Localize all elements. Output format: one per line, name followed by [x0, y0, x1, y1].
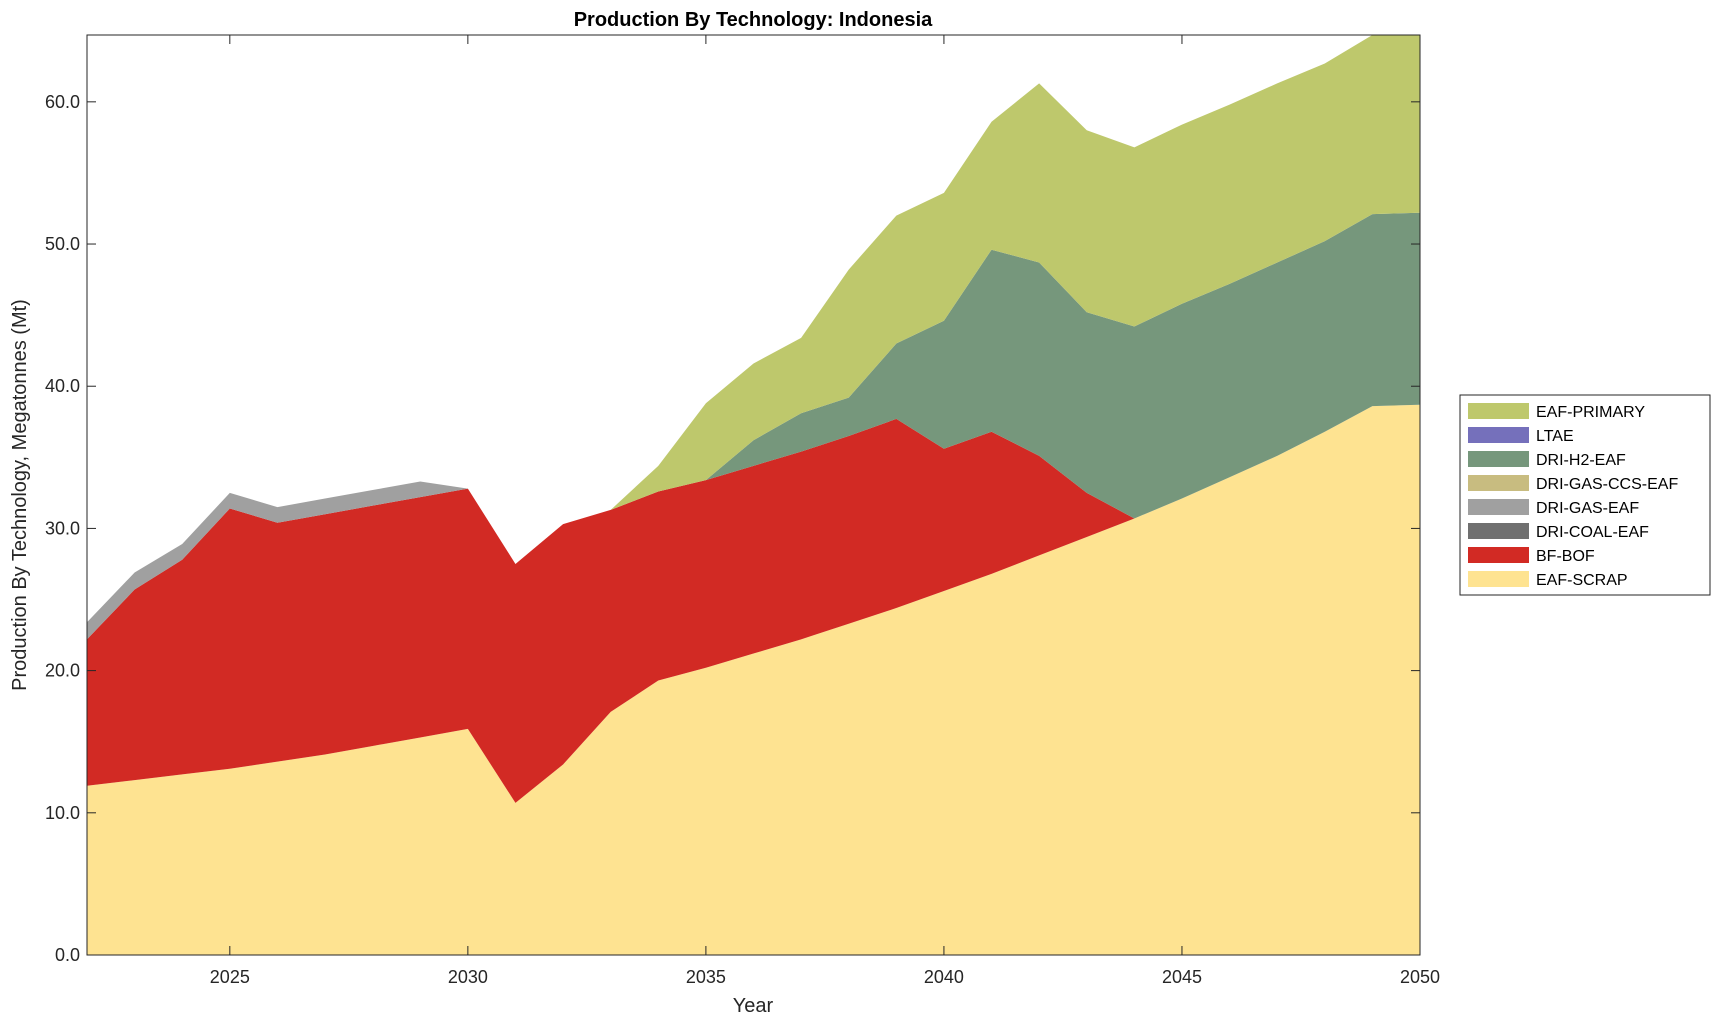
legend-swatch-dri-gas-ccs-eaf [1468, 475, 1529, 491]
legend-swatch-dri-gas-eaf [1468, 499, 1529, 515]
legend-swatch-dri-coal-eaf [1468, 523, 1529, 539]
legend-label-dri-coal-eaf: DRI-COAL-EAF [1536, 524, 1649, 541]
x-tick-label: 2030 [448, 967, 488, 987]
y-axis: 0.0 10.0 20.0 30.0 40.0 50.0 60.0 [45, 92, 1420, 965]
y-tick-label: 0.0 [55, 945, 80, 965]
legend-swatch-ltae [1468, 427, 1529, 443]
legend-label-ltae: LTAE [1536, 428, 1574, 445]
area-layers [87, 35, 1420, 956]
legend-label-eaf-scrap: EAF-SCRAP [1536, 572, 1628, 589]
y-tick-label: 60.0 [45, 92, 80, 112]
y-axis-label: Production By Technology, Megatonnes (Mt… [9, 299, 31, 691]
y-tick-label: 20.0 [45, 661, 80, 681]
y-tick-label: 40.0 [45, 376, 80, 396]
legend-label-bf-bof: BF-BOF [1536, 548, 1595, 565]
x-axis: 2025 2030 2035 2040 2045 2050 [210, 35, 1440, 987]
legend-swatch-dri-h2-eaf [1468, 451, 1529, 467]
legend-swatch-eaf-scrap [1468, 571, 1529, 587]
legend-label-dri-gas-eaf: DRI-GAS-EAF [1536, 500, 1639, 517]
x-tick-label: 2035 [686, 967, 726, 987]
x-tick-label: 2045 [1162, 967, 1202, 987]
x-axis-label: Year [733, 995, 774, 1017]
chart-title: Production By Technology: Indonesia [574, 9, 933, 31]
legend-swatch-bf-bof [1468, 547, 1529, 563]
y-tick-label: 10.0 [45, 803, 80, 823]
area-bf-bof [87, 404, 1420, 803]
legend: EAF-PRIMARY LTAE DRI-H2-EAF DRI-GAS-CCS-EAF… [1459, 394, 1711, 596]
legend-swatch-eaf-primary [1468, 403, 1529, 419]
legend-label-eaf-primary: EAF-PRIMARY [1536, 404, 1645, 421]
legend-box [1459, 394, 1711, 596]
x-tick-label: 2025 [210, 967, 250, 987]
x-tick-label: 2050 [1400, 967, 1440, 987]
area-eaf-scrap [87, 404, 1420, 956]
area-dri-h2-eaf [87, 212, 1420, 623]
y-tick-label: 50.0 [45, 234, 80, 254]
plot-frame [86, 34, 1421, 956]
x-tick-label: 2040 [924, 967, 964, 987]
area-eaf-primary [87, 35, 1420, 623]
legend-label-dri-h2-eaf: DRI-H2-EAF [1536, 452, 1626, 469]
y-tick-label: 30.0 [45, 518, 80, 538]
legend-label-dri-gas-ccs-eaf: DRI-GAS-CCS-EAF [1536, 476, 1678, 493]
